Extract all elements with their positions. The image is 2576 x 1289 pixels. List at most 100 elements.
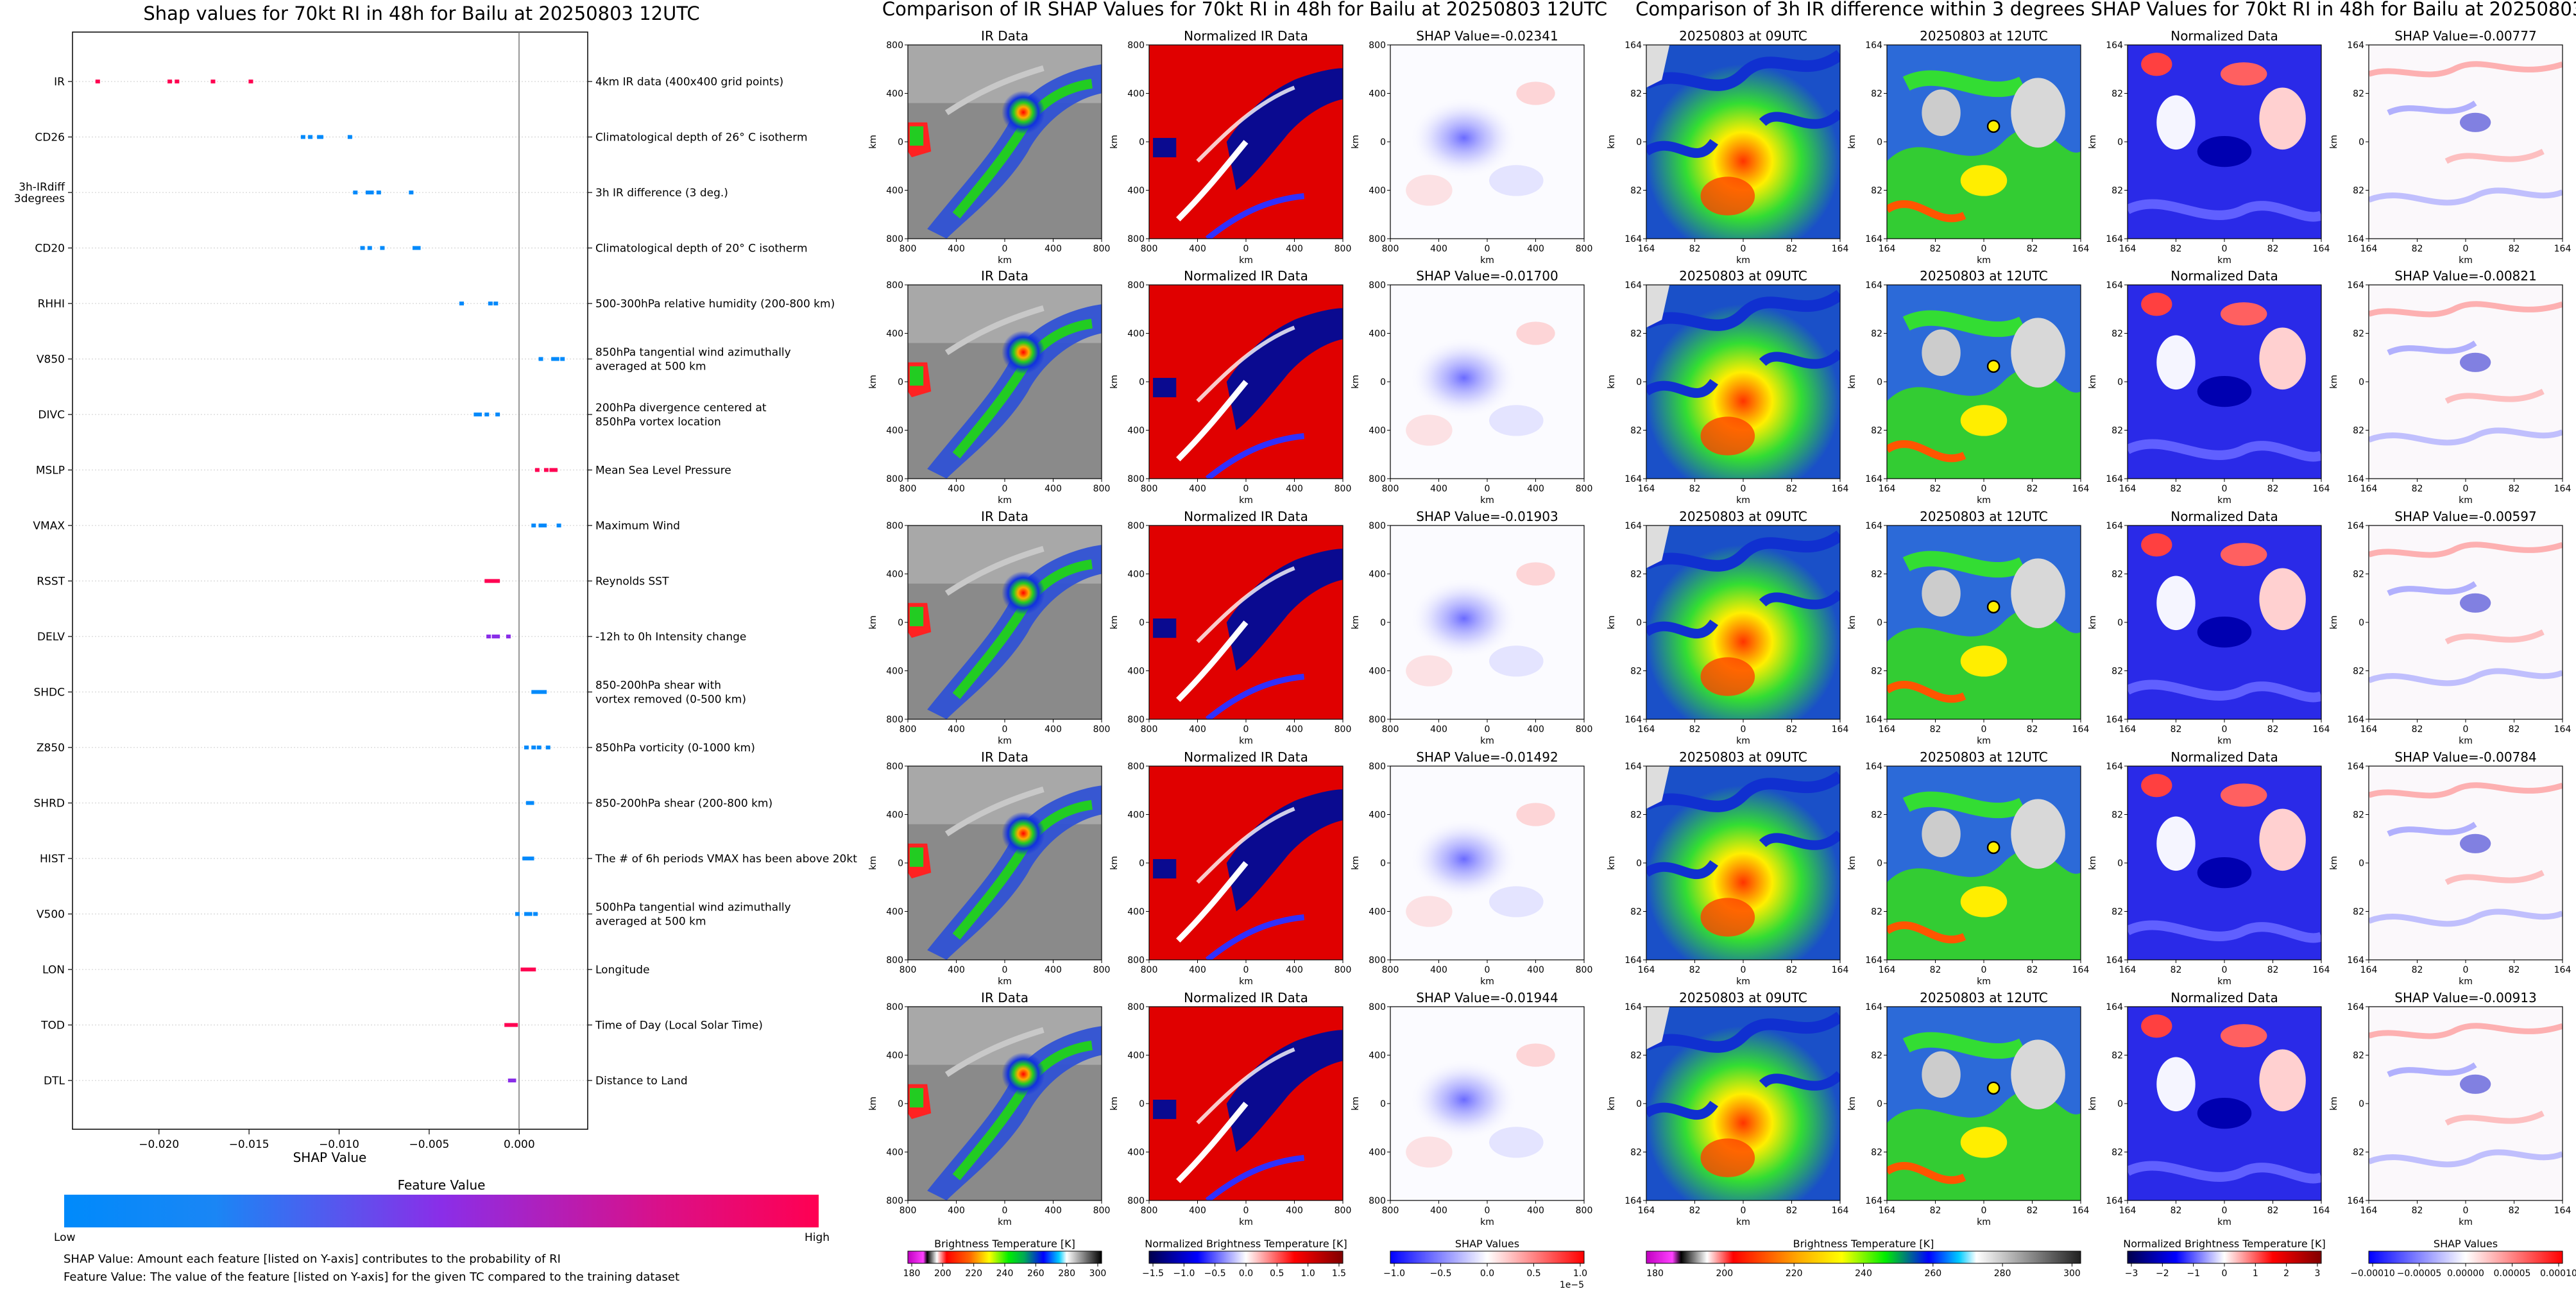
map-image (908, 45, 1102, 239)
shap-point (520, 968, 525, 971)
map-y-label: km (868, 856, 878, 870)
map-y-tick-label: 0 (1636, 377, 1642, 388)
map-y-tick-label: 164 (2106, 955, 2123, 966)
map-x-label: km (1736, 977, 1750, 987)
map-y-tick-label: 82 (2111, 426, 2123, 436)
map-y-tick-label: 82 (2353, 810, 2364, 821)
map-y-tick-label: 82 (2111, 907, 2123, 918)
map-y-tick-label: 82 (2353, 89, 2364, 99)
map-title: SHAP Value=-0.01492 (1416, 749, 1558, 765)
map-x-tick-label: 164 (2119, 724, 2137, 735)
feature-description-label: 850hPa vorticity (0-1000 km) (595, 742, 755, 755)
map-x-tick-label: 800 (1141, 1206, 1158, 1216)
map-y-tick-label: 82 (1871, 810, 1882, 821)
map-y-tick-label: 400 (1369, 810, 1386, 821)
map-y-label: km (1351, 375, 1361, 389)
map-y-tick-label: 400 (1127, 329, 1145, 339)
shap-point (493, 302, 499, 305)
map-x-tick-label: 800 (900, 724, 917, 735)
map-y-tick-label: 0 (1877, 137, 1882, 148)
map-y-tick-label: 82 (1871, 1051, 1882, 1061)
map-y-tick-label: 164 (2347, 474, 2364, 484)
map-x-tick-label: 164 (2119, 244, 2137, 254)
map-x-tick-label: 0 (1485, 1206, 1490, 1216)
map-y-tick-label: 164 (2106, 234, 2123, 244)
colorbar-tick-label: 240 (1855, 1268, 1872, 1279)
map-x-tick-label: 400 (948, 724, 965, 735)
colorbar-tick-label: 300 (1089, 1268, 1107, 1279)
map-x-tick-label: 164 (1879, 724, 1896, 735)
colorbar-tick-label: 280 (1058, 1268, 1075, 1279)
map-x-tick-label: 0 (1981, 1206, 1987, 1216)
map-y-tick-label: 82 (2353, 667, 2364, 677)
map-y-label: km (1847, 135, 1857, 149)
shap-point (506, 635, 511, 638)
colorbar-label: Normalized Brightness Temperature [K] (2123, 1238, 2326, 1250)
map-y-label: km (2088, 856, 2098, 870)
map-x-label: km (1239, 495, 1253, 506)
map-y-tick-label: 400 (1127, 186, 1145, 196)
map-image (908, 1007, 1102, 1200)
feature-description-label: Climatological depth of 20° C isotherm (595, 243, 808, 255)
map-y-tick-label: 164 (1865, 474, 1882, 484)
map-x-tick-label: 82 (2027, 244, 2038, 254)
map-y-label: km (1847, 856, 1857, 870)
map-y-tick-label: 800 (1127, 521, 1145, 531)
map-x-tick-label: 0 (2463, 965, 2469, 975)
map-y-tick-label: 82 (1630, 1051, 1642, 1061)
shap-point (536, 746, 542, 749)
map-y-label: km (2088, 615, 2098, 629)
colorbar-tick-label: −1.0 (1173, 1268, 1195, 1279)
map-x-tick-label: 164 (1879, 244, 1896, 254)
map-x-tick-label: 164 (2554, 484, 2572, 494)
map-y-label: km (2329, 135, 2339, 149)
colorbar-tick-label: 180 (903, 1268, 921, 1279)
colorbar-tick-label: 1.0 (1573, 1268, 1587, 1279)
colorbar-label: Normalized Brightness Temperature [K] (1145, 1238, 1347, 1250)
shap-point (504, 1023, 509, 1027)
colorbar-label: Brightness Temperature [K] (934, 1238, 1075, 1250)
map-x-label: km (998, 977, 1012, 987)
map-title: Normalized IR Data (1184, 268, 1308, 284)
map-x-tick-label: 164 (2313, 244, 2330, 254)
colorbar-bar (2368, 1251, 2563, 1264)
map-x-label: km (1977, 736, 1991, 746)
map-y-tick-label: 400 (1127, 907, 1145, 918)
feature-code-label: DTL (44, 1075, 65, 1088)
map-x-tick-label: 82 (1689, 484, 1701, 494)
feature-description-label: 4km IR data (400x400 grid points) (595, 76, 783, 89)
map-title: Normalized Data (2171, 268, 2278, 284)
feature-description-label: averaged at 500 km (595, 361, 706, 373)
shap-point (531, 524, 536, 527)
shap-point (491, 579, 497, 583)
colorbar: SHAP Values −0.00010 −0.00005 0.00000 0.0000… (2350, 1238, 2576, 1279)
map-x-tick-label: 0 (1243, 1206, 1249, 1216)
map-y-tick-label: 82 (1871, 89, 1882, 99)
shap-point (175, 80, 180, 83)
map-y-tick-label: 800 (1369, 715, 1386, 725)
map-x-tick-label: 0 (2463, 484, 2469, 494)
map-y-tick-label: 164 (2106, 40, 2123, 51)
shap-points (95, 80, 565, 1082)
map-x-label: km (1239, 1217, 1253, 1227)
map-x-tick-label: 82 (1930, 484, 1941, 494)
map-x-tick-label: 800 (900, 1206, 917, 1216)
map-y-tick-label: 164 (2106, 280, 2123, 291)
map-y-label: km (1351, 615, 1361, 629)
map-y-tick-label: 400 (886, 667, 903, 677)
x-tick-label: −0.005 (409, 1138, 449, 1151)
map-x-tick-label: 0 (1485, 244, 1490, 254)
map-x-tick-label: 164 (2119, 1206, 2137, 1216)
shap-point (554, 357, 559, 361)
map-x-tick-label: 82 (2412, 1206, 2423, 1216)
map-y-tick-label: 0 (1380, 1099, 1386, 1109)
map-y-label: km (1847, 375, 1857, 389)
map-y-tick-label: 82 (1630, 329, 1642, 339)
map-x-tick-label: 0 (2222, 484, 2228, 494)
feature-code-label: V850 (37, 354, 65, 366)
